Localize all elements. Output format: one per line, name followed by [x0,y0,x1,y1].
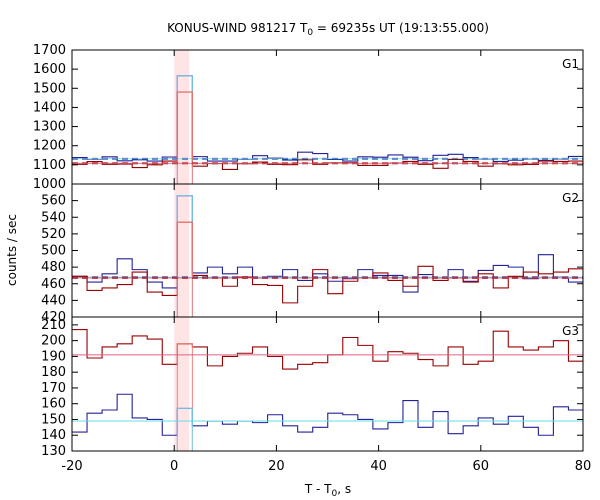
y-tick-label: 210 [41,318,66,333]
burst-peak-outline [176,407,193,451]
chart-title-subscript: 0 [307,28,313,38]
x-axis-label-subscript: 0 [332,489,338,499]
y-tick-label: 150 [41,412,66,427]
chart-title: KONUS-WIND 981217 T0 = 69235s UT (19:13:… [167,21,489,38]
x-tick-label: 0 [170,459,178,474]
y-tick-label: 1200 [33,139,66,154]
burst-peak-outline [176,91,193,184]
x-tick-label: 40 [370,459,387,474]
x-axis-label: T - T0, s [304,482,351,499]
burst-highlight-band [174,50,190,184]
y-tick-label: 170 [41,381,66,396]
y-axis-label: counts / sec [5,214,19,286]
x-tick-label: 80 [575,459,592,474]
y-tick-label: 200 [41,334,66,349]
panel-label: G3 [562,324,579,338]
burst-highlight-band [174,184,190,317]
y-tick-label: 160 [41,397,66,412]
series-step-line [72,329,583,370]
chart-title-main: KONUS-WIND 981217 T [167,21,308,35]
y-tick-label: 1400 [33,100,66,115]
y-tick-label: 130 [41,444,66,459]
y-tick-label: 440 [41,293,66,308]
x-tick-label: 20 [268,459,285,474]
x-tick-label: -20 [61,459,82,474]
panel-frame [71,183,584,318]
panel-g1: 1000 1100 1200 1300 1400 1500 1600 1700 G1 [33,43,584,192]
series-step-line [72,75,583,162]
burst-peak-outline [176,221,193,317]
x-axis-label-rest: , s [337,482,351,496]
y-tick-label: 1500 [33,81,66,96]
burst-peak-outline [176,343,193,451]
chart-title-rest: = 69235s UT (19:13:55.000) [313,21,489,35]
series-step-line [72,221,583,304]
y-tick-label: 190 [41,349,66,364]
y-tick-label: 1700 [33,43,66,58]
panel-frame [71,316,584,452]
y-tick-label: 1600 [33,62,66,77]
burst-highlight-band [174,317,190,451]
y-tick-label: 1000 [33,177,66,192]
y-tick-label: 180 [41,365,66,380]
y-tick-label: 540 [41,210,66,225]
y-tick-label: 520 [41,227,66,242]
panel-label: G1 [562,57,579,71]
x-axis-label-main: T - T [304,482,332,496]
x-tick-label: 60 [473,459,490,474]
y-tick-label: 1100 [33,158,66,173]
y-tick-label: 500 [41,244,66,259]
panel-label: G2 [562,191,579,205]
y-tick-label: 560 [41,194,66,209]
y-tick-label: 140 [41,428,66,443]
y-tick-label: 420 [41,310,66,325]
plot-layer: 10001100120013001400150016001700G1420440… [33,43,591,474]
y-tick-label: 460 [41,277,66,292]
series-step-line [72,393,583,436]
y-tick-label: 1300 [33,120,66,135]
y-tick-label: 480 [41,260,66,275]
